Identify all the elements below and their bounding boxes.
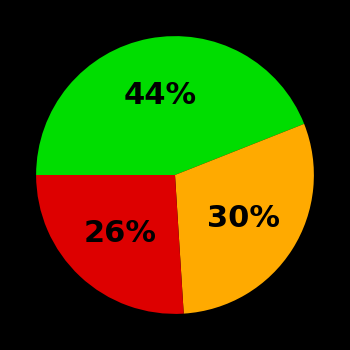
Wedge shape [36, 175, 184, 314]
Text: 30%: 30% [206, 204, 280, 233]
Wedge shape [175, 124, 314, 314]
Wedge shape [36, 36, 304, 175]
Text: 26%: 26% [83, 219, 156, 248]
Text: 44%: 44% [123, 81, 196, 110]
